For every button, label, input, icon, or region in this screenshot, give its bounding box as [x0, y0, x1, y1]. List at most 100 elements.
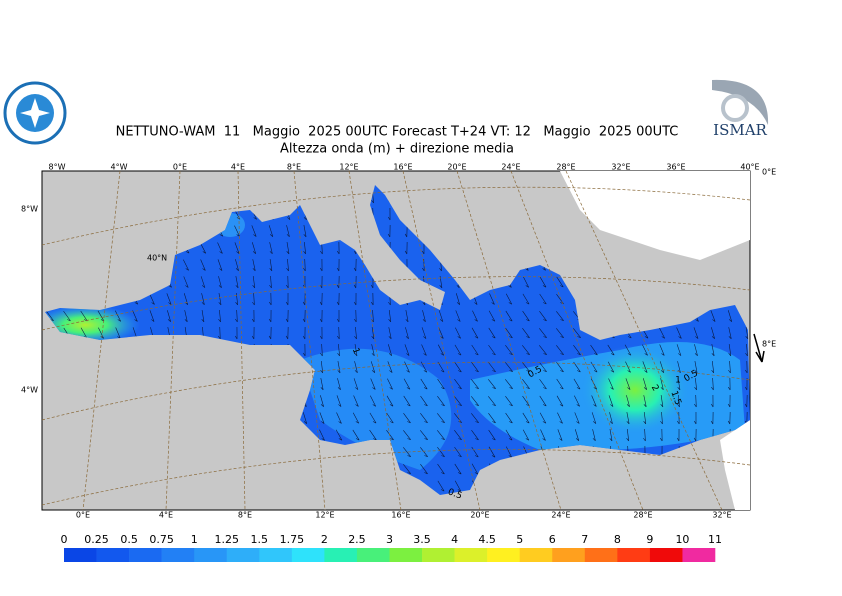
direction-arrow	[539, 310, 547, 322]
direction-arrow	[337, 326, 340, 340]
contour-label: 1.5	[668, 390, 682, 407]
contour-label: 0.5	[446, 487, 463, 501]
lon-label: 8°W	[49, 163, 66, 172]
direction-arrow	[336, 412, 342, 424]
direction-arrow	[217, 259, 223, 271]
direction-arrow	[574, 395, 580, 407]
colorbar-box	[552, 548, 586, 562]
direction-arrow	[319, 309, 323, 323]
direction-arrow	[471, 429, 479, 441]
lon-label: 32°E	[611, 163, 630, 172]
direction-arrow	[437, 361, 445, 373]
lon-label: 4°E	[231, 163, 245, 172]
direction-arrow	[386, 395, 394, 407]
direction-arrow	[455, 310, 461, 322]
direction-arrow	[403, 430, 411, 441]
direction-arrow	[728, 327, 732, 340]
direction-arrow	[454, 463, 462, 475]
direction-arrow	[337, 361, 341, 374]
direction-arrow	[336, 292, 340, 306]
direction-arrow	[371, 327, 375, 340]
direction-arrow	[286, 242, 290, 255]
direction-arrow	[200, 259, 206, 271]
direction-arrow	[420, 378, 428, 390]
direction-arrow	[303, 343, 306, 357]
direction-arrow	[642, 378, 648, 390]
direction-arrow	[727, 411, 731, 425]
direction-arrow	[539, 345, 547, 355]
direction-arrow	[660, 428, 663, 442]
direction-arrow	[302, 292, 306, 306]
direction-arrow	[573, 378, 581, 390]
direction-arrow	[421, 344, 427, 356]
direction-arrow	[269, 242, 273, 255]
direction-arrow	[659, 361, 665, 373]
direction-arrow	[218, 293, 222, 306]
direction-arrow	[353, 258, 357, 272]
direction-arrow	[488, 310, 496, 322]
direction-arrow	[522, 345, 530, 355]
direction-arrow	[643, 395, 647, 408]
direction-arrow	[522, 328, 530, 339]
lon-label: 8°E	[238, 511, 252, 520]
direction-arrow	[539, 378, 547, 390]
lon-label: 0°E	[76, 511, 90, 520]
colorbar-box	[259, 548, 293, 562]
colorbar-label: 0.75	[149, 533, 174, 546]
direction-arrow	[420, 395, 428, 407]
colorbar-label: 6	[549, 533, 556, 546]
lon-label: 32°E	[712, 511, 731, 520]
direction-arrow	[557, 429, 563, 441]
direction-arrow	[505, 362, 513, 372]
lon-label: 24°E	[501, 163, 520, 172]
lon-label: 28°E	[556, 163, 575, 172]
colorbar-box	[519, 548, 553, 562]
colorbar-box	[584, 548, 618, 562]
direction-arrow	[369, 412, 377, 424]
direction-arrow	[235, 259, 239, 271]
direction-arrow	[505, 310, 513, 322]
direction-arrow	[201, 293, 205, 306]
direction-arrow	[166, 293, 172, 305]
direction-arrow	[472, 310, 478, 322]
colorbar-box	[324, 548, 358, 562]
direction-arrow	[387, 361, 393, 373]
colorbar-label: 1.75	[280, 533, 305, 546]
direction-arrow	[693, 327, 699, 339]
direction-arrow	[711, 344, 715, 357]
map	[41, 170, 765, 511]
direction-arrow	[694, 394, 697, 408]
colorbar-box	[389, 548, 423, 562]
direction-arrow	[488, 344, 496, 356]
direction-arrow	[574, 412, 580, 424]
direction-arrow	[557, 412, 563, 424]
direction-arrow	[403, 447, 411, 457]
contour-label: 1	[350, 347, 361, 356]
direction-arrow	[505, 446, 513, 458]
direction-arrow	[370, 395, 376, 407]
side-label: 0°E	[762, 168, 776, 177]
colorbar-label: 8	[614, 533, 621, 546]
direction-arrow	[437, 430, 445, 440]
direction-arrow	[522, 379, 530, 390]
direction-arrow	[388, 344, 392, 356]
direction-arrow	[455, 327, 461, 339]
lon-label: 8°E	[287, 163, 301, 172]
lon-label: 12°E	[339, 163, 358, 172]
direction-arrow	[286, 275, 289, 289]
direction-arrow	[488, 327, 496, 339]
direction-arrow	[251, 326, 255, 340]
direction-arrow	[319, 292, 323, 306]
direction-arrow	[218, 276, 222, 289]
direction-arrow	[574, 429, 580, 441]
direction-arrow	[420, 413, 428, 424]
direction-arrow	[505, 379, 513, 389]
arrow	[753, 333, 765, 363]
direction-arrow	[505, 429, 513, 441]
lon-label: 40°E	[740, 163, 759, 172]
direction-arrow	[285, 292, 289, 306]
direction-arrow	[354, 326, 357, 340]
direction-arrow	[388, 310, 392, 323]
direction-arrow	[540, 429, 546, 441]
